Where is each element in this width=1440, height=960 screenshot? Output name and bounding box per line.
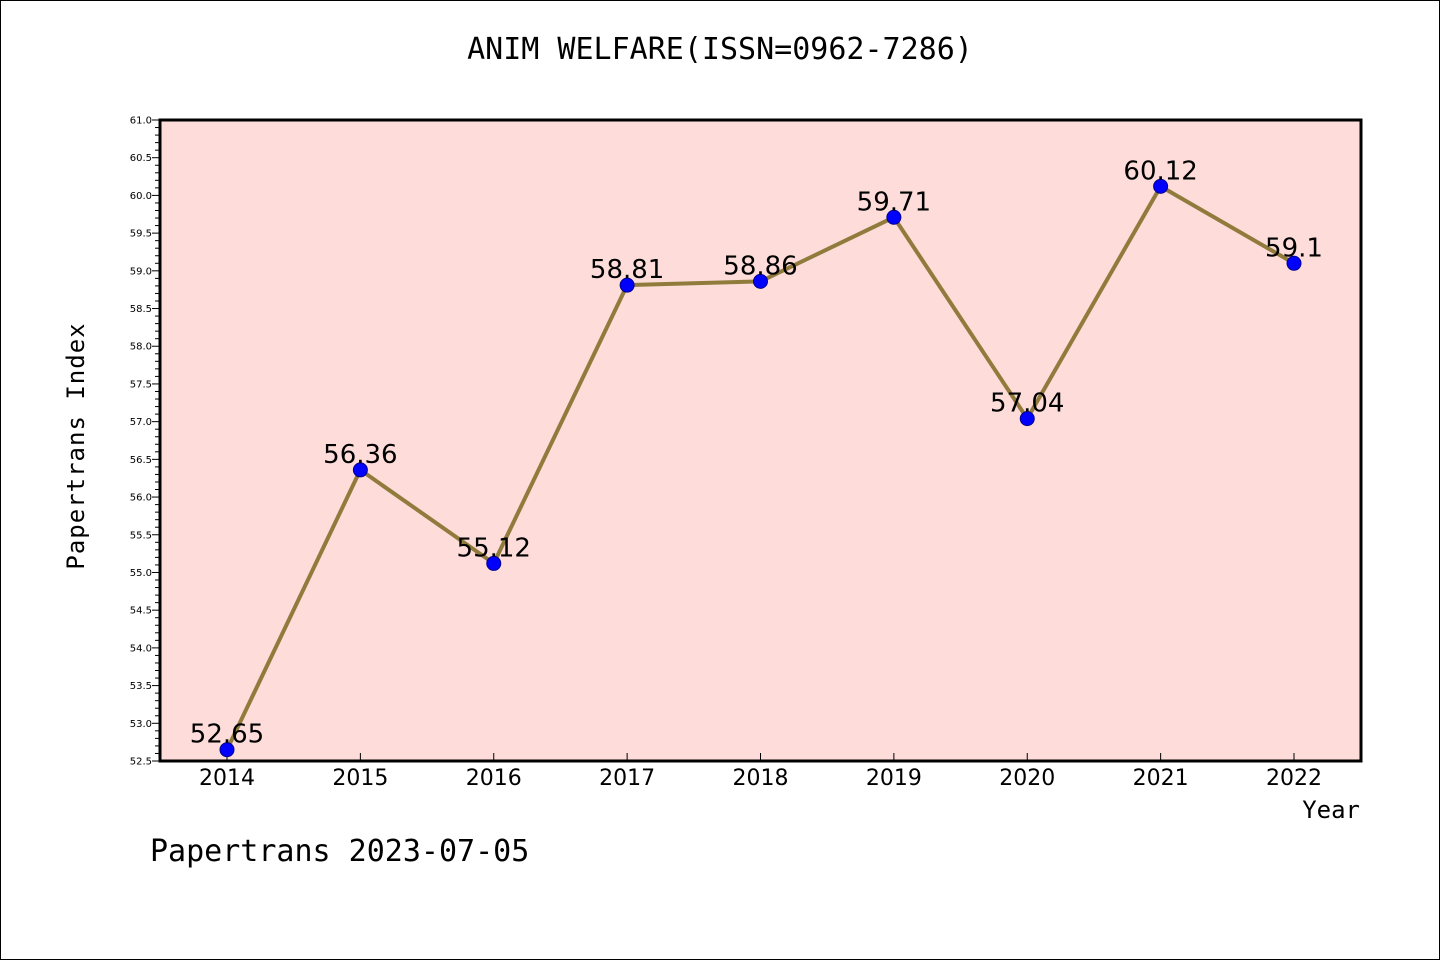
y-tick-label: 55.0 — [130, 568, 152, 579]
y-axis-label: Papertrans Index — [62, 322, 90, 570]
data-point — [619, 277, 635, 293]
data-label: 55.12 — [457, 533, 531, 563]
y-tick-label: 54.0 — [130, 643, 152, 654]
x-tick-label: 2020 — [999, 766, 1055, 791]
y-tick-label: 58.5 — [130, 304, 152, 315]
data-point — [753, 273, 768, 289]
data-label: 57.04 — [990, 389, 1064, 419]
y-tick-label: 55.5 — [130, 530, 152, 541]
x-tick-label: 2022 — [1266, 766, 1322, 791]
x-tick-label: 2018 — [733, 766, 789, 791]
data-markers — [219, 178, 1302, 758]
data-point — [1019, 411, 1035, 427]
data-labels: 52.65 56.36 55.12 58.81 58.86 59.71 57.04 60.12… — [190, 156, 1323, 749]
x-tick-label: 2015 — [332, 766, 388, 791]
data-label: 56.36 — [323, 440, 397, 470]
data-label: 58.81 — [590, 255, 664, 285]
x-axis-label: Year — [1302, 796, 1360, 824]
data-point — [352, 462, 368, 478]
x-axis-ticks: 2014 2015 2016 2017 2018 2019 2020 2021 2022 — [199, 753, 1322, 791]
data-label: 58.86 — [723, 251, 797, 281]
y-tick-label: 58.0 — [130, 342, 152, 353]
data-label: 59.71 — [857, 187, 931, 217]
y-axis-ticks: 52.5 53.0 53.5 54.0 54.5 55.0 55.5 56.0 56.5 57.0… — [130, 116, 160, 768]
y-tick-label: 59.0 — [130, 266, 152, 277]
y-tick-label: 56.0 — [130, 493, 152, 504]
x-tick-label: 2016 — [466, 766, 522, 791]
data-label: 59.1 — [1265, 233, 1323, 263]
y-tick-label: 54.5 — [130, 606, 152, 617]
data-label: 60.12 — [1123, 156, 1197, 186]
y-tick-label: 53.0 — [130, 719, 152, 730]
footer-text: Papertrans 2023-07-05 — [150, 834, 530, 869]
data-label: 52.65 — [190, 720, 264, 750]
data-point — [486, 555, 502, 571]
y-tick-label: 60.0 — [130, 191, 152, 202]
plot-area — [160, 120, 1361, 761]
y-tick-label: 53.5 — [130, 681, 152, 692]
x-tick-label: 2019 — [866, 766, 922, 791]
y-tick-label: 60.5 — [130, 153, 152, 164]
y-tick-label: 56.5 — [130, 455, 152, 466]
data-point — [1153, 178, 1169, 194]
chart-title: ANIM WELFARE(ISSN=0962-7286) — [467, 32, 973, 67]
data-point — [1286, 255, 1302, 271]
x-tick-label: 2021 — [1133, 766, 1189, 791]
data-point — [886, 209, 902, 225]
y-tick-label: 61.0 — [130, 116, 152, 127]
x-tick-label: 2014 — [199, 766, 255, 791]
y-tick-label: 57.0 — [130, 417, 152, 428]
x-tick-label: 2017 — [599, 766, 655, 791]
data-point — [219, 742, 235, 758]
y-tick-label: 59.5 — [130, 229, 152, 240]
y-tick-label: 57.5 — [130, 379, 152, 390]
y-tick-label: 52.5 — [130, 757, 152, 768]
plot-border — [158, 118, 1363, 763]
